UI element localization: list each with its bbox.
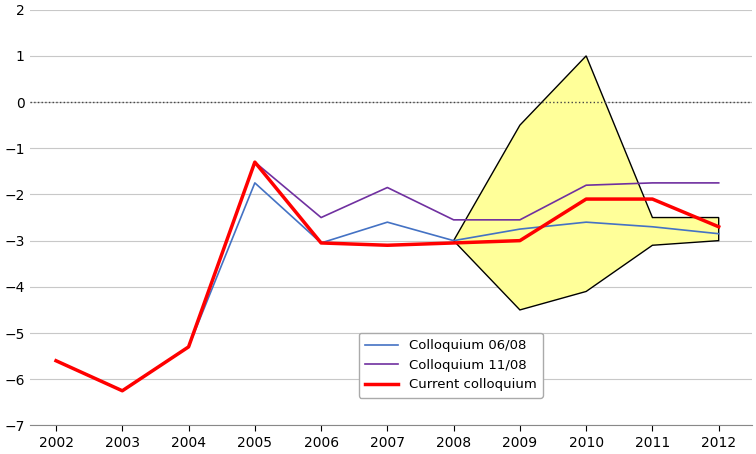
Colloquium 06/08 — [184, 344, 193, 350]
Colloquium 11/08 — [714, 180, 723, 186]
Legend: Colloquium 06/08, Colloquium 11/08, Current colloquium: Colloquium 06/08, Colloquium 11/08, Curr… — [358, 333, 543, 398]
Colloquium 06/08 — [581, 219, 590, 225]
Polygon shape — [454, 56, 719, 310]
Colloquium 06/08 — [648, 224, 657, 230]
Colloquium 11/08 — [317, 215, 326, 220]
Colloquium 06/08 — [383, 219, 392, 225]
Colloquium 11/08 — [51, 358, 60, 364]
Current colloquium — [714, 224, 723, 230]
Colloquium 11/08 — [250, 159, 259, 165]
Current colloquium — [648, 196, 657, 202]
Current colloquium — [449, 240, 458, 246]
Colloquium 06/08 — [714, 231, 723, 237]
Current colloquium — [51, 358, 60, 364]
Current colloquium — [383, 242, 392, 248]
Current colloquium — [184, 344, 193, 350]
Colloquium 06/08 — [250, 180, 259, 186]
Line: Colloquium 11/08: Colloquium 11/08 — [56, 162, 719, 391]
Colloquium 06/08 — [317, 240, 326, 246]
Colloquium 11/08 — [449, 217, 458, 222]
Line: Colloquium 06/08: Colloquium 06/08 — [56, 183, 719, 391]
Current colloquium — [118, 388, 127, 394]
Colloquium 11/08 — [184, 344, 193, 350]
Colloquium 11/08 — [118, 388, 127, 394]
Colloquium 11/08 — [383, 185, 392, 190]
Current colloquium — [317, 240, 326, 246]
Current colloquium — [516, 238, 525, 243]
Colloquium 06/08 — [51, 358, 60, 364]
Colloquium 11/08 — [516, 217, 525, 222]
Line: Current colloquium: Current colloquium — [56, 162, 719, 391]
Colloquium 11/08 — [581, 183, 590, 188]
Colloquium 06/08 — [449, 238, 458, 243]
Colloquium 06/08 — [516, 227, 525, 232]
Current colloquium — [250, 159, 259, 165]
Colloquium 06/08 — [118, 388, 127, 394]
Colloquium 11/08 — [648, 180, 657, 186]
Current colloquium — [581, 196, 590, 202]
